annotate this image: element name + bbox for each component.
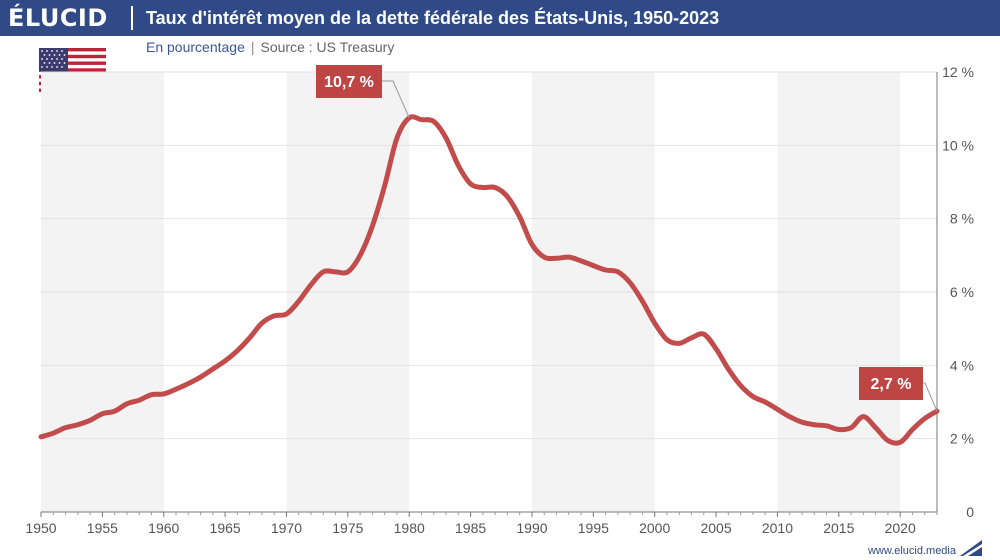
y-tick-label: 0	[966, 504, 974, 520]
series-layer	[38, 114, 940, 446]
tick-labels: 0 2 % 4 % 6 % 8 % 10 % 12 % 1950 1955 1960 1965 197…	[25, 64, 974, 536]
y-tick-label: 4 %	[950, 357, 974, 373]
x-tick-label: 1980	[394, 520, 425, 536]
elucid-logo-icon	[960, 540, 982, 556]
annotation-leader	[382, 80, 410, 119]
subtitle-separator: |	[250, 39, 255, 55]
subtitle-source: Source : US Treasury	[260, 39, 395, 55]
y-tick-label: 8 %	[950, 211, 974, 227]
y-tick-label: 12 %	[942, 64, 974, 80]
y-tick-label: 6 %	[950, 284, 974, 300]
x-tick-label: 1975	[332, 520, 363, 536]
y-tick-label: 2 %	[950, 431, 974, 447]
annotation-box	[859, 367, 923, 400]
x-tick-label: 2020	[885, 520, 916, 536]
x-tick-label: 1965	[210, 520, 241, 536]
chart-subtitle: En pourcentage | Source : US Treasury	[146, 38, 394, 56]
x-tick-label: 1990	[516, 520, 547, 536]
chart-title: Taux d'intérêt moyen de la dette fédéral…	[146, 8, 720, 28]
annotations: 10,7 % 2,7 %	[316, 65, 938, 412]
subtitle-unit: En pourcentage	[146, 39, 245, 55]
brand-divider	[131, 6, 133, 30]
gridlines	[41, 71, 937, 440]
x-tick-label: 1995	[578, 520, 609, 536]
header-bar	[0, 0, 1000, 36]
x-tick-label: 1985	[455, 520, 486, 536]
x-tick-label: 2005	[700, 520, 731, 536]
y-tick-label: 10 %	[942, 137, 974, 153]
x-tick-label: 1950	[25, 520, 56, 536]
footer-url: www.elucid.media	[867, 545, 956, 557]
series-line	[38, 114, 940, 446]
x-tick-label: 1955	[87, 520, 118, 536]
annotation-label: 10,7 %	[324, 74, 374, 91]
annotation-box	[316, 65, 382, 98]
x-tick-label: 2010	[762, 520, 793, 536]
x-tick-label: 1970	[271, 520, 302, 536]
axes	[40, 72, 938, 517]
x-tick-label: 2000	[639, 520, 670, 536]
annotation-label: 2,7 %	[871, 376, 912, 393]
annotation-leader	[923, 382, 938, 412]
x-tick-label: 1960	[148, 520, 179, 536]
x-tick-label: 2015	[823, 520, 854, 536]
brand-logo: ÉLUCID	[8, 4, 108, 32]
